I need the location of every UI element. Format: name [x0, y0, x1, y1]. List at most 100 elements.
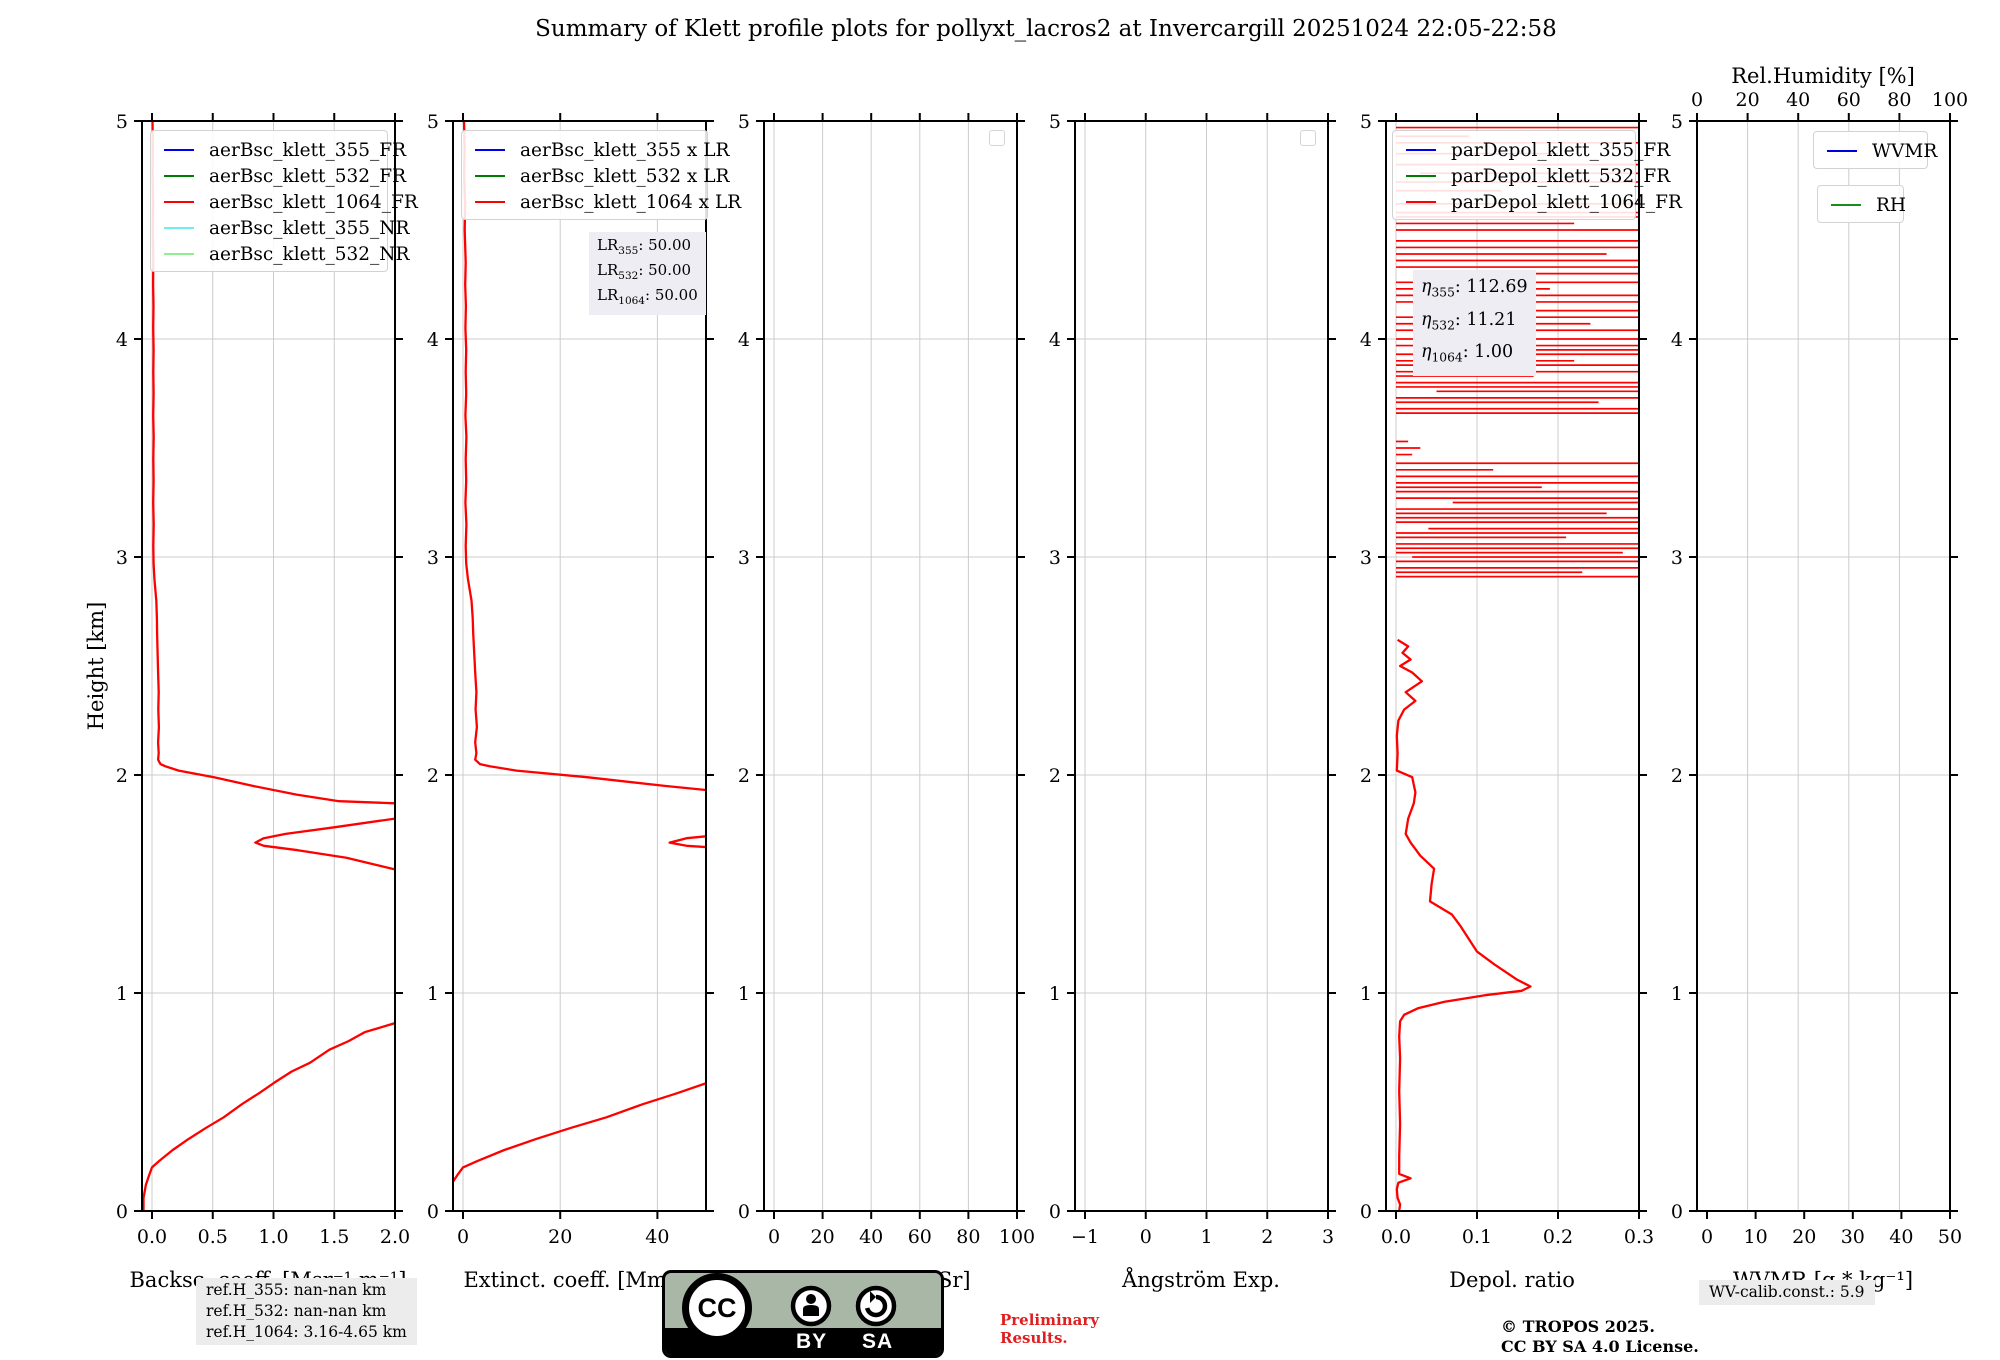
panel-angstroem: −1 0 1 2 3 0 1 2 3 4 5: [1049, 111, 1336, 1248]
tick-label: 4: [1671, 329, 1683, 351]
legend-item: parDepol_klett_355_FR: [1393, 137, 1670, 163]
legend-line-sample: [164, 149, 194, 151]
panel-wvmr: 0 10 20 30 40 50 0 20 40 60 80 100 0 1 2 3 4 5: [1671, 89, 1968, 1248]
tick-label: 40: [859, 1226, 883, 1248]
tick-label: 0.0: [137, 1226, 167, 1248]
panel-frame: [1074, 120, 1329, 1212]
tick-label: 50: [1938, 1226, 1962, 1248]
annotation-line: LR355: 50.00: [597, 236, 692, 257]
tick-label: 4: [1360, 329, 1372, 351]
ref-h-355: ref.H_355: nan-nan km: [206, 1281, 387, 1299]
tick-label: 0.0: [1381, 1226, 1411, 1248]
wv-calib-box: WV-calib.const.: 5.9: [1699, 1280, 1875, 1305]
legend-wvmr: WVMR: [1813, 131, 1937, 169]
tick-label: 0.1: [1462, 1226, 1492, 1248]
legend-label: RH: [1876, 194, 1907, 216]
legend-item: aerBsc_klett_532_FR: [151, 163, 406, 189]
legend-item: aerBsc_klett_355_FR: [151, 137, 406, 163]
legend-label: aerBsc_klett_1064 x LR: [520, 191, 742, 213]
annotation-line: η355: 112.69: [1421, 277, 1528, 300]
tick-label: 60: [1837, 89, 1861, 111]
legend-line-sample: [475, 175, 505, 177]
panel-frame: [763, 120, 1018, 1212]
tick-label: 20: [548, 1226, 572, 1248]
tick-label: 20: [1736, 89, 1760, 111]
tick-label: 4: [1049, 329, 1061, 351]
lidar-ratio-values-box: LR355: 50.00 LR532: 50.00 LR1064: 50.00: [589, 232, 706, 315]
tick-label: 3: [116, 547, 128, 569]
tick-label: 5: [1360, 111, 1372, 133]
legend-depol: parDepol_klett_355_FR parDepol_klett_532_…: [1392, 130, 1682, 220]
legend-label: aerBsc_klett_532_FR: [209, 165, 407, 187]
panel-extinction: 0 20 40 0 1 2 3 4 5: [427, 111, 714, 1248]
tick-label: 30: [1841, 1226, 1865, 1248]
badge-by-label: BY: [796, 1330, 828, 1353]
cc-logo-icon: CC: [682, 1273, 752, 1343]
preliminary-results-note: Preliminary Results.: [1000, 1311, 1099, 1347]
tick-label: 5: [1049, 111, 1061, 133]
panel-frame: [141, 120, 396, 1212]
legend-line-sample: [1406, 149, 1436, 151]
legend-line-sample: [475, 201, 505, 203]
cc-by-sa-badge: BY SA CC: [662, 1270, 944, 1358]
tick-label: 0: [738, 1201, 750, 1223]
tick-label: 2: [427, 765, 439, 787]
tick-label: 0: [1360, 1201, 1372, 1223]
tick-label: 40: [1889, 1226, 1913, 1248]
legend-label: aerBsc_klett_355 x LR: [520, 139, 730, 161]
figure-title: Summary of Klett profile plots for polly…: [535, 16, 1557, 42]
legend-item: aerBsc_klett_532 x LR: [462, 163, 729, 189]
legend-rh: RH: [1817, 185, 1907, 223]
copyright-line2: CC BY SA 4.0 License.: [1501, 1337, 1699, 1356]
top-axis-label-rel-humidity: Rel.Humidity [%]: [1731, 64, 1915, 88]
tick-label: 5: [1671, 111, 1683, 133]
tick-label: 0: [457, 1226, 469, 1248]
preliminary-line1: Preliminary: [1000, 1311, 1099, 1329]
legend-line-sample: [1827, 150, 1857, 152]
legend-line-sample: [164, 201, 194, 203]
legend-label: parDepol_klett_532_FR: [1451, 165, 1671, 187]
legend-extinction: aerBsc_klett_355 x LR aerBsc_klett_532 x …: [461, 130, 741, 220]
tick-label: 2: [1360, 765, 1372, 787]
tick-label: 0.3: [1624, 1226, 1654, 1248]
legend-item: aerBsc_klett_1064 x LR: [462, 189, 741, 215]
legend-label: aerBsc_klett_355_FR: [209, 139, 407, 161]
tick-label: 3: [1322, 1226, 1334, 1248]
eta-values-box: η355: 112.69 η532: 11.21 η1064: 1.00: [1413, 270, 1536, 376]
badge-icons: [790, 1285, 897, 1327]
annotation-line: LR532: 50.00: [597, 261, 692, 282]
panel-frame: [1696, 120, 1951, 1212]
legend-item: parDepol_klett_1064_FR: [1393, 189, 1682, 215]
tick-label: 3: [427, 547, 439, 569]
tick-label: 2.0: [380, 1226, 410, 1248]
tick-label: 1.5: [319, 1226, 349, 1248]
tick-label: 1: [738, 983, 750, 1005]
curve-aerBsc_klett_1064_FR: [142, 121, 395, 1211]
legend-empty-lidar-ratio: [989, 130, 1005, 146]
annotation-line: LR1064: 50.00: [597, 286, 698, 307]
tick-label: 0.5: [198, 1226, 228, 1248]
legend-item: WVMR: [1814, 138, 1937, 164]
tick-label: 0: [1140, 1226, 1152, 1248]
tick-label: 0: [1701, 1226, 1713, 1248]
legend-line-sample: [475, 149, 505, 151]
annotation-line: η1064: 1.00: [1421, 342, 1514, 365]
tick-label: 2: [1261, 1226, 1273, 1248]
tick-label: 4: [116, 329, 128, 351]
xlabel-depol-ratio: Depol. ratio: [1449, 1268, 1575, 1292]
legend-item: aerBsc_klett_1064_FR: [151, 189, 418, 215]
tick-label: 100: [999, 1226, 1035, 1248]
tick-label: 1: [116, 983, 128, 1005]
legend-item: RH: [1818, 192, 1907, 218]
legend-label: WVMR: [1872, 140, 1938, 162]
tick-label: 0: [1049, 1201, 1061, 1223]
tick-label: 3: [738, 547, 750, 569]
legend-item: aerBsc_klett_355_NR: [151, 215, 409, 241]
tick-label: 3: [1360, 547, 1372, 569]
ref-h-1064: ref.H_1064: 3.16-4.65 km: [206, 1323, 407, 1341]
tick-label: 2: [738, 765, 750, 787]
legend-label: aerBsc_klett_532 x LR: [520, 165, 730, 187]
legend-line-sample: [164, 253, 194, 255]
ref-height-box: ref.H_355: nan-nan km ref.H_532: nan-nan…: [196, 1278, 417, 1345]
tick-label: 2: [116, 765, 128, 787]
